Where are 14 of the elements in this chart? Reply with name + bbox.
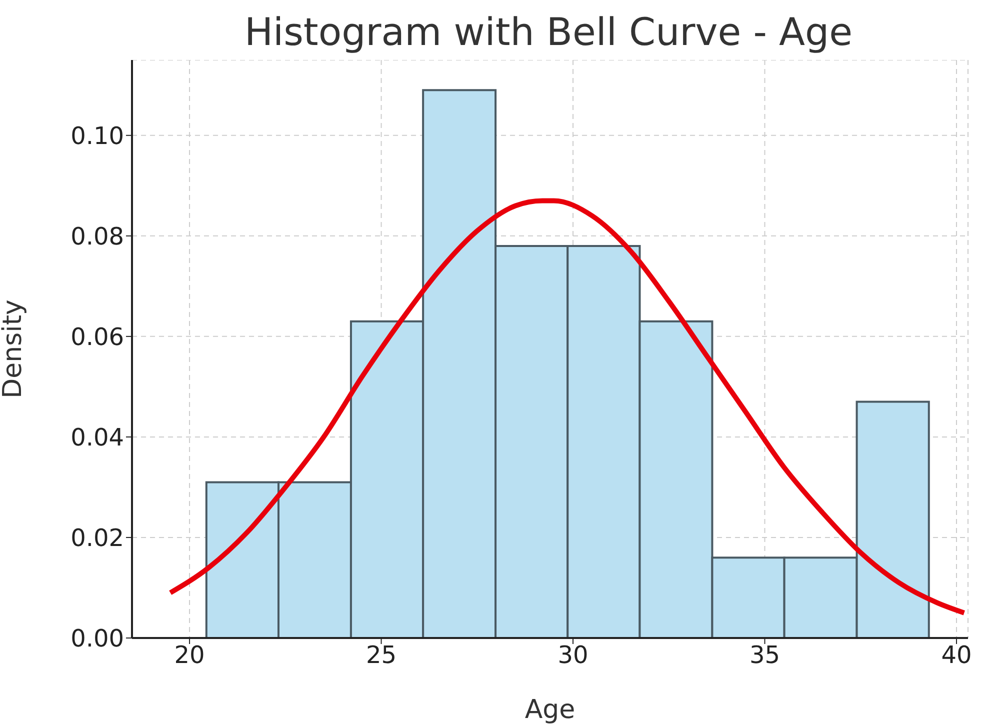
y-tick-label: 0.02 [70,524,124,552]
x-axis-title: Age [524,695,576,724]
x-tick-label: 30 [558,641,588,670]
x-tick-label: 40 [941,641,972,670]
y-tick-label: 0.00 [70,624,124,653]
chart-title: Histogram with Bell Curve - Age [243,9,854,56]
x-tick-label: 35 [749,641,780,670]
y-tick-label: 0.04 [70,423,124,452]
y-tick-label: 0.06 [70,322,124,351]
y-axis-title: Density [0,300,28,398]
x-tick-label: 20 [174,641,205,670]
y-tick-label: 0.08 [70,222,124,250]
y-tick-label: 0.10 [70,122,124,150]
x-tick-label: 25 [366,641,397,670]
